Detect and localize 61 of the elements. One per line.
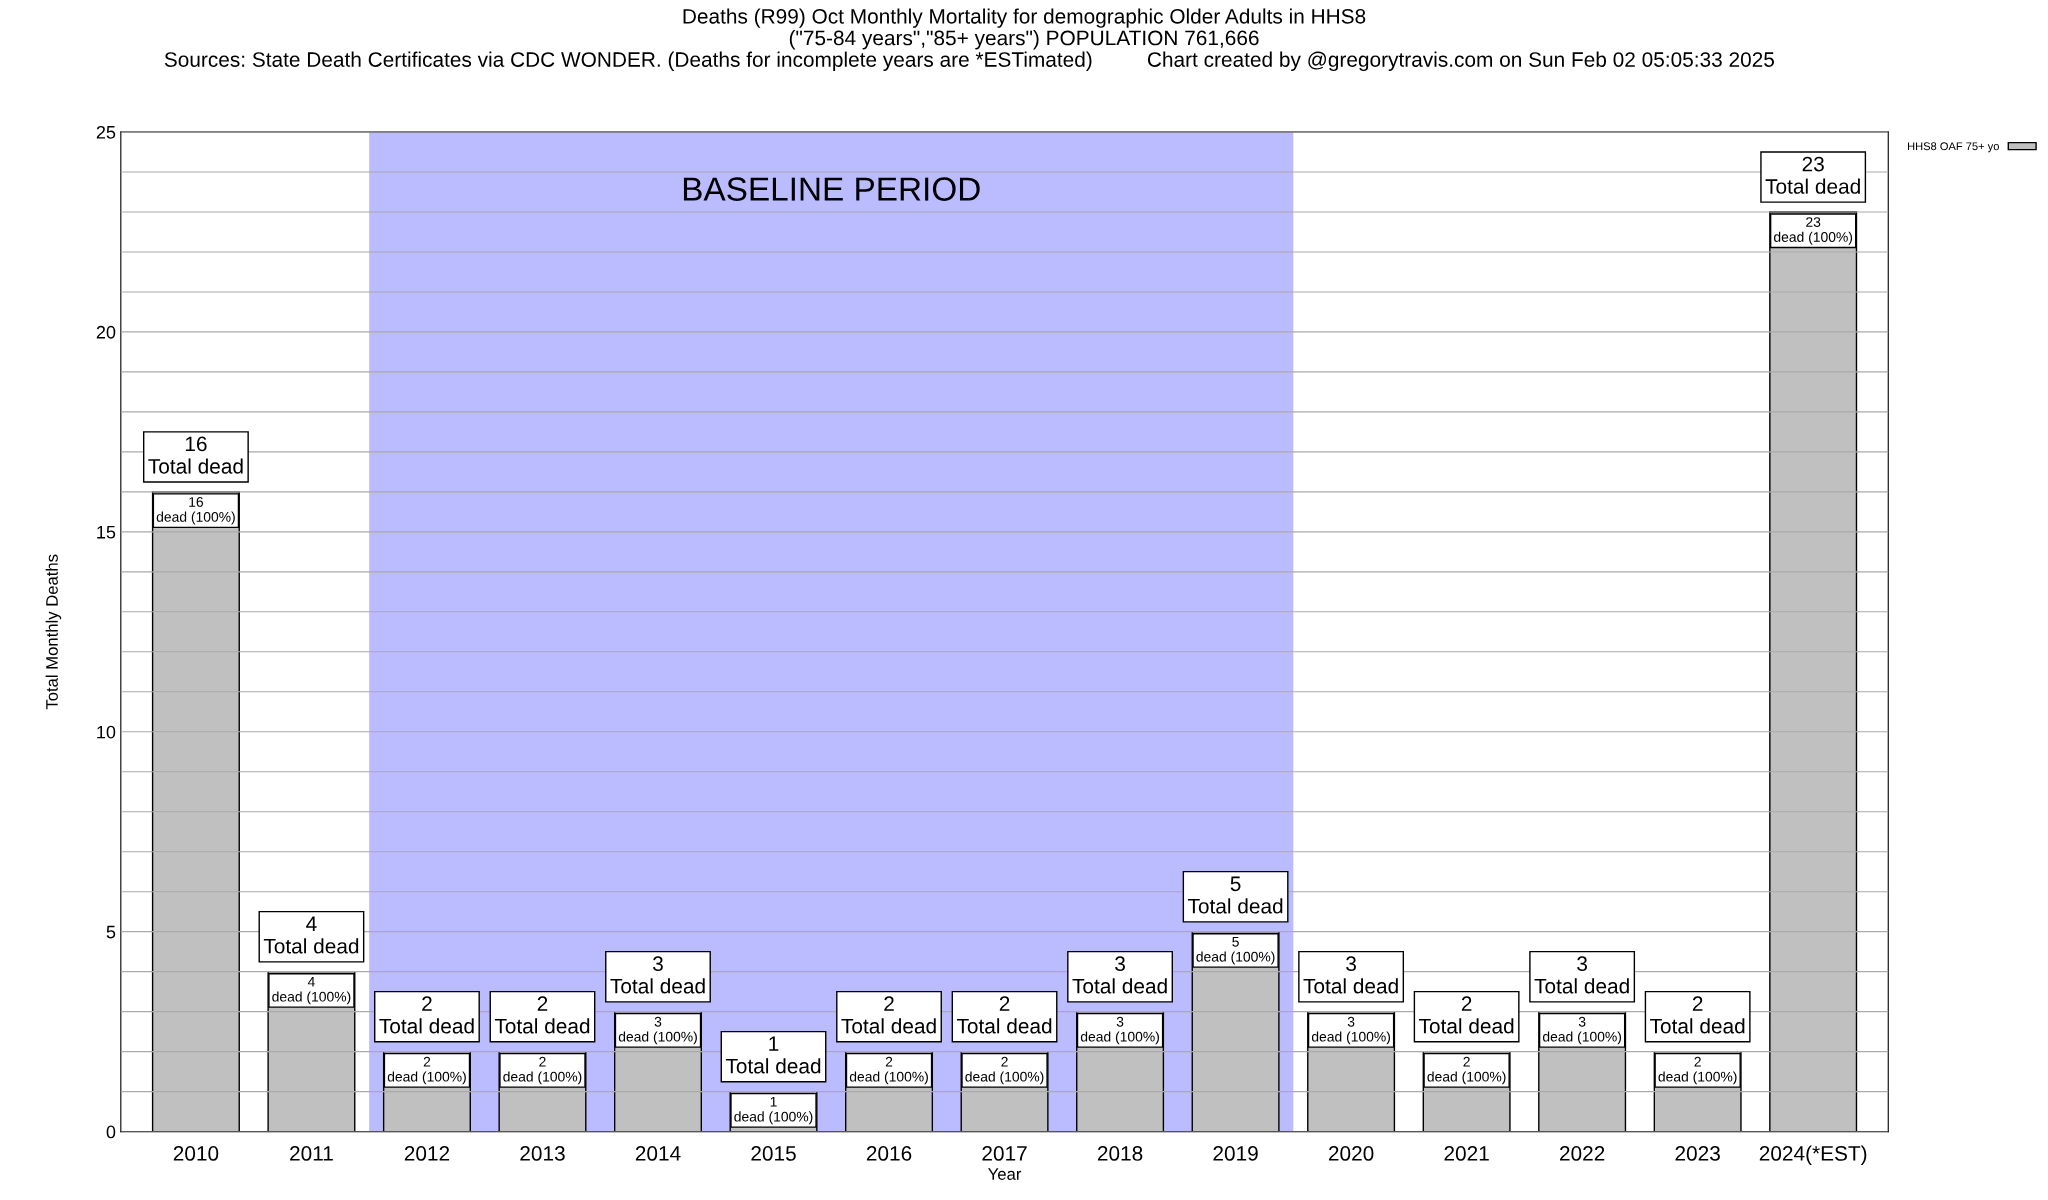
total-label: 2 Total dead bbox=[956, 996, 1052, 1034]
total-label: 1 Total dead bbox=[725, 1036, 821, 1074]
total-label: 16 Total dead bbox=[148, 436, 243, 474]
x-tick-label: 2020 bbox=[1328, 1146, 1374, 1161]
data-label: 2 dead (100%) bbox=[965, 1056, 1044, 1085]
x-tick-label: 2024(*EST) bbox=[1759, 1145, 1867, 1165]
y-tick-label: 15 bbox=[97, 525, 116, 539]
data-label: 3 dead (100%) bbox=[1080, 1016, 1159, 1045]
total-label: 4 Total dead bbox=[263, 916, 359, 954]
band-label: BASELINE PERIOD bbox=[683, 177, 980, 201]
data-label: 5 dead (100%) bbox=[1196, 936, 1275, 965]
y-tick-label: 20 bbox=[96, 325, 116, 339]
total-label: 3 Total dead bbox=[1534, 956, 1629, 994]
legend-label: HHS8 OAF 75+ yo bbox=[1908, 142, 1999, 153]
x-tick-label: 2015 bbox=[751, 1146, 796, 1161]
x-tick-label: 2019 bbox=[1213, 1146, 1258, 1161]
total-label: 3 Total dead bbox=[610, 956, 705, 994]
chart-title: Deaths (R99) Oct Monthly Mortality for demographic Older Adults in HHS8 bbox=[683, 8, 1366, 28]
data-label: 1 dead (100%) bbox=[734, 1096, 813, 1125]
x-tick-label: 2018 bbox=[1097, 1146, 1143, 1161]
y-axis-title: Total Monthly Deaths bbox=[45, 554, 62, 710]
total-label: 3 Total dead bbox=[1303, 956, 1398, 994]
total-label: 2 Total dead bbox=[379, 996, 474, 1034]
bar bbox=[151, 491, 240, 1132]
data-label: 4 dead (100%) bbox=[272, 976, 351, 1005]
total-label: 2 Total dead bbox=[494, 996, 590, 1034]
y-tick-label: 10 bbox=[97, 725, 116, 739]
data-label: 3 dead (100%) bbox=[1311, 1016, 1390, 1045]
x-tick-label: 2021 bbox=[1444, 1146, 1489, 1161]
data-label: 2 dead (100%) bbox=[1658, 1056, 1737, 1085]
x-tick-label: 2023 bbox=[1675, 1146, 1720, 1161]
total-label: 2 Total dead bbox=[1419, 996, 1514, 1034]
y-tick-label: 5 bbox=[106, 925, 116, 939]
x-axis-title: Year bbox=[988, 1168, 1022, 1180]
data-label: 2 dead (100%) bbox=[1427, 1056, 1506, 1085]
x-tick-label: 2022 bbox=[1560, 1146, 1605, 1161]
y-tick-label: 25 bbox=[96, 125, 116, 139]
data-label: 3 dead (100%) bbox=[1542, 1016, 1622, 1045]
source-note: Sources: State Death Certificates via CDC WONDER. (Deaths for incomplete years are *ESTimated) bbox=[164, 51, 1092, 72]
x-tick-label: 2016 bbox=[866, 1146, 912, 1161]
data-label: 2 dead (100%) bbox=[503, 1056, 582, 1085]
total-label: 5 Total dead bbox=[1187, 876, 1283, 914]
total-label: 3 Total dead bbox=[1072, 956, 1167, 994]
data-label: 23 dead (100%) bbox=[1773, 217, 1853, 245]
x-tick-label: 2017 bbox=[982, 1146, 1027, 1161]
total-label: 2 Total dead bbox=[841, 996, 936, 1034]
total-label: 23 Total dead bbox=[1765, 156, 1860, 194]
chart-subtitle: ("75-84 years","85+ years") POPULATION 761,666 bbox=[789, 30, 1259, 50]
x-tick-label: 2013 bbox=[520, 1146, 565, 1161]
x-tick-label: 2014 bbox=[635, 1146, 681, 1161]
y-tick-label: 0 bbox=[106, 1125, 116, 1139]
x-tick-label: 2012 bbox=[404, 1146, 450, 1161]
total-label: 2 Total dead bbox=[1650, 996, 1745, 1034]
x-tick-label: 2011 bbox=[290, 1146, 333, 1161]
data-label: 3 dead (100%) bbox=[618, 1016, 697, 1045]
text: Chart created by @gregorytravis.com on Sun Feb 02 05:05:33 2025 bbox=[1147, 51, 1774, 72]
data-label: 16 dead (100%) bbox=[156, 497, 235, 525]
x-tick-label: 2010 bbox=[173, 1146, 219, 1161]
data-label: 2 dead (100%) bbox=[387, 1056, 466, 1085]
bar bbox=[1769, 211, 1858, 1132]
data-label: 2 dead (100%) bbox=[849, 1056, 928, 1085]
